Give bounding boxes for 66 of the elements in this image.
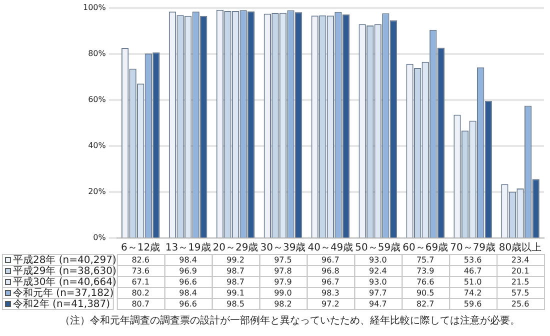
data-label: 98.5	[226, 300, 244, 309]
data-label: 97.7	[368, 288, 387, 298]
legend-label: 平成29年 (n=38,630)	[13, 265, 117, 278]
x-tick-label: 30～39歳	[260, 242, 306, 254]
x-tick-label: 60～69歳	[402, 242, 448, 254]
y-tick-label: 20%	[88, 187, 106, 196]
data-label: 57.5	[511, 288, 530, 298]
data-label: 82.6	[132, 256, 150, 265]
data-label: 98.7	[226, 278, 244, 287]
data-label: 96.6	[179, 300, 197, 309]
data-label: 67.1	[132, 278, 150, 287]
y-tick-label: 100%	[82, 3, 106, 12]
data-label: 99.2	[226, 256, 244, 265]
y-tick-label: 40%	[88, 141, 106, 150]
x-tick-label: 50～59歳	[355, 242, 401, 254]
x-tick-label: 13～19歳	[165, 242, 211, 254]
legend-label: 令和2年 (n=41,387)	[13, 298, 110, 310]
legend-label: 令和元年 (n=37,182)	[13, 287, 114, 300]
x-tick-label: 80歳以上	[498, 242, 542, 254]
data-label: 59.6	[464, 300, 482, 309]
data-label: 74.2	[464, 288, 482, 298]
text: （注）令和元年調査の調査票の設計が一部例年と異なっていたため、経年比較に際しては注意が必要。	[60, 314, 520, 327]
data-label: 73.6	[132, 266, 150, 276]
legend-label: 平成30年 (n=40,664)	[13, 276, 117, 288]
data-label: 23.4	[511, 256, 530, 265]
data-label: 98.3	[322, 288, 340, 298]
data-label: 98.4	[179, 256, 197, 265]
data-label: 76.6	[416, 278, 434, 287]
data-label: 46.7	[464, 266, 482, 276]
x-tick-label: 40～49歳	[308, 242, 354, 254]
y-tick-label: 0%	[93, 233, 106, 242]
data-label: 21.5	[511, 278, 530, 287]
data-label: 53.6	[464, 256, 482, 265]
data-label: 96.9	[179, 266, 197, 276]
data-label: 25.6	[511, 300, 530, 309]
data-label: 97.2	[322, 300, 340, 309]
legend-label: 平成28年 (n=40,297)	[13, 254, 117, 266]
data-label: 51.0	[464, 278, 482, 287]
data-label: 75.7	[416, 256, 434, 265]
x-tick-label: 20～29歳	[212, 242, 258, 254]
data-label: 94.7	[368, 300, 387, 309]
data-label: 97.8	[274, 266, 292, 276]
data-label: 92.4	[368, 266, 387, 276]
data-label: 99.1	[226, 288, 244, 298]
data-label: 96.7	[322, 256, 340, 265]
data-label: 97.9	[274, 278, 292, 287]
data-label: 80.7	[132, 300, 150, 309]
x-tick-label: 6～12歳	[121, 242, 160, 254]
data-label: 73.9	[416, 266, 434, 276]
data-label: 96.6	[179, 278, 197, 287]
x-tick-label: 70～79歳	[450, 242, 496, 254]
data-label: 99.0	[274, 288, 292, 298]
data-label: 98.7	[226, 266, 244, 276]
data-label: 96.8	[322, 266, 340, 276]
data-label: 96.7	[322, 278, 340, 287]
data-label: 82.7	[416, 300, 434, 309]
data-label: 93.0	[368, 278, 387, 287]
y-tick-label: 80%	[88, 49, 106, 58]
y-tick-label: 60%	[88, 95, 106, 104]
data-label: 90.5	[416, 288, 434, 298]
data-label: 97.5	[274, 256, 292, 265]
data-label: 98.2	[274, 300, 292, 309]
data-label: 80.2	[132, 288, 150, 298]
data-label: 93.0	[368, 256, 387, 265]
data-label: 98.4	[179, 288, 197, 298]
data-label: 20.1	[511, 266, 530, 276]
